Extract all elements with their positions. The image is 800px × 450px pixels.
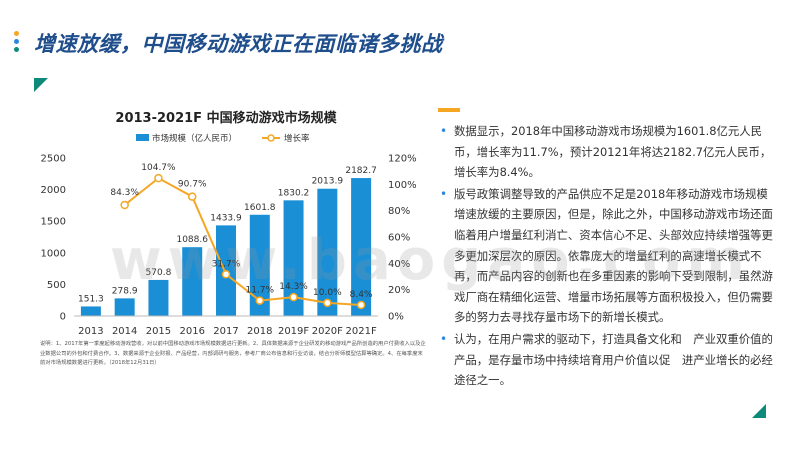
y-left-tick-label: 2500 <box>41 154 66 165</box>
y-left-tick-label: 0 <box>60 312 66 323</box>
y-right-tick-label: 0% <box>388 312 404 323</box>
y-right-tick-label: 80% <box>388 206 410 217</box>
bar-data-label: 1088.6 <box>176 235 208 245</box>
growth-point <box>323 298 332 308</box>
bar <box>114 298 135 316</box>
y-right-tick-label: 60% <box>388 233 410 244</box>
growth-point <box>120 200 129 210</box>
chart-title: 2013-2021F 中国移动游戏市场规模 <box>115 110 337 126</box>
y-left-tick-label: 2000 <box>41 185 66 196</box>
y-left-tick-label: 1500 <box>41 217 66 228</box>
growth-data-label: 8.4% <box>350 290 373 300</box>
bar-data-label: 151.3 <box>78 294 104 304</box>
growth-point <box>255 296 265 305</box>
y-right-tick-label: 100% <box>388 180 417 191</box>
growth-point <box>356 300 366 310</box>
y-left-tick-label: 500 <box>47 280 66 291</box>
x-tick-label: 2017 <box>213 326 238 337</box>
growth-line <box>124 176 362 306</box>
growth-data-label: 14.3% <box>279 282 308 292</box>
growth-data-label: 11.7% <box>245 286 274 296</box>
x-tick-label: 2016 <box>179 326 204 337</box>
accent-bar <box>438 108 460 112</box>
growth-data-label: 31.7% <box>212 259 241 269</box>
growth-point <box>289 292 298 302</box>
growth-data-label: 10.0% <box>313 288 342 298</box>
corner-triangle-bottom-right <box>752 404 766 418</box>
y-left-tick-label: 1000 <box>41 248 66 259</box>
bullet-item: 认为，在用户需求的驱动下，打造具备文化和 产业双重价值的产品，是存量市场中持续培… <box>438 329 773 391</box>
legend-line-marker <box>267 134 275 142</box>
y-right-tick-label: 20% <box>388 285 410 296</box>
dot-yellow <box>14 31 19 36</box>
x-tick-label: 2013 <box>78 326 103 337</box>
dot-teal <box>14 47 19 52</box>
page-title: 增速放缓，中国移动游戏正在面临诸多挑战 <box>34 32 443 56</box>
bar <box>80 306 101 316</box>
bar <box>283 200 304 316</box>
legend-line-label: 增长率 <box>284 133 310 144</box>
growth-point <box>154 173 163 183</box>
bar <box>182 247 203 316</box>
growth-point <box>221 270 231 279</box>
bar <box>148 279 169 316</box>
growth-data-label: 104.7% <box>141 163 176 173</box>
bar-data-label: 278.9 <box>112 286 138 296</box>
bar <box>351 178 372 316</box>
bar <box>249 214 270 316</box>
bar-data-label: 2013.9 <box>312 177 344 187</box>
bar <box>317 188 338 316</box>
x-tick-label: 2014 <box>112 326 137 337</box>
growth-point <box>187 192 197 201</box>
x-tick-label: 2018 <box>247 326 272 337</box>
x-tick-label: 2021F <box>346 326 377 337</box>
bar-data-label: 1433.9 <box>210 213 242 223</box>
title-decoration-dots <box>14 31 20 55</box>
bar-data-label: 1601.8 <box>244 203 276 213</box>
x-tick-label: 2020F <box>312 326 343 337</box>
bar-data-label: 2182.7 <box>345 166 377 176</box>
growth-data-label: 84.3% <box>110 188 139 198</box>
x-tick-label: 2019F <box>278 326 309 337</box>
bullet-item: 数据显示，2018年中国移动游戏市场规模为1601.8亿元人民币，增长率为11.… <box>438 121 773 183</box>
legend-bar-swatch <box>136 134 149 141</box>
y-right-tick-label: 120% <box>388 154 417 165</box>
growth-data-label: 90.7% <box>178 180 207 190</box>
bullet-item: 版号政策调整导致的产品供应不足是2018年移动游戏市场规模增速放缓的主要原因，但… <box>438 184 773 328</box>
x-tick-label: 2015 <box>146 326 171 337</box>
legend-bar-label: 市场规模（亿人民币） <box>152 133 237 144</box>
dot-blue <box>14 39 19 44</box>
corner-triangle-top-left <box>34 78 48 92</box>
bullet-list: 数据显示，2018年中国移动游戏市场规模为1601.8亿元人民币，增长率为11.… <box>438 121 773 392</box>
bar-data-label: 1830.2 <box>278 188 310 198</box>
chart-note: 说明：1、2017年第一季度起移动游戏营收，对以前中国移动游戏市场规模数据进行更… <box>40 341 426 367</box>
y-right-tick-label: 40% <box>388 259 410 270</box>
bar-data-label: 570.8 <box>146 268 172 278</box>
